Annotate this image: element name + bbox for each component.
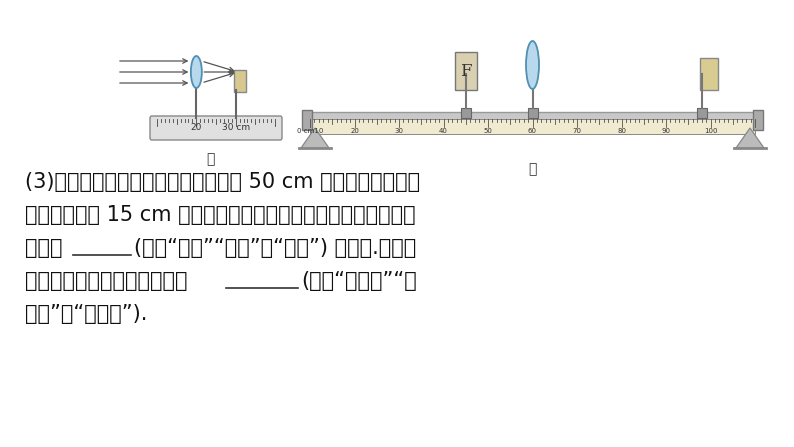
Text: 50: 50 <box>484 128 492 134</box>
Text: 80: 80 <box>617 128 626 134</box>
Bar <box>305 112 760 128</box>
Text: 60: 60 <box>528 128 537 134</box>
Text: (选填“照相机”“投: (选填“照相机”“投 <box>301 271 417 291</box>
Text: (选填“缩小”“等大”或“放大”) 的实像.利用这: (选填“缩小”“等大”或“放大”) 的实像.利用这 <box>134 238 416 258</box>
Text: 20: 20 <box>191 123 202 132</box>
Text: 30 cm: 30 cm <box>222 123 250 132</box>
Bar <box>310 119 755 134</box>
Text: 20: 20 <box>350 128 359 134</box>
Text: 40: 40 <box>439 128 448 134</box>
Text: 0 cm10: 0 cm10 <box>297 128 323 134</box>
Bar <box>461 108 471 118</box>
Ellipse shape <box>191 56 202 88</box>
Bar <box>753 110 763 130</box>
Text: 倒立、: 倒立、 <box>25 238 63 258</box>
Bar <box>455 52 476 90</box>
Text: F: F <box>460 63 472 80</box>
Text: 100: 100 <box>703 128 717 134</box>
Bar <box>700 58 718 90</box>
Bar <box>233 70 245 92</box>
Text: (3)如图乙所示，小滨将凸透镜固定在 50 cm 刺度线处，当发光: (3)如图乙所示，小滨将凸透镜固定在 50 cm 刺度线处，当发光 <box>25 172 420 192</box>
Text: 物体距凸透镜 15 cm 时，移动光屏，可在光屏上得到一个清晰的: 物体距凸透镜 15 cm 时，移动光屏，可在光屏上得到一个清晰的 <box>25 205 415 225</box>
Bar <box>696 108 707 118</box>
Polygon shape <box>301 128 329 148</box>
Ellipse shape <box>526 41 539 89</box>
Text: 70: 70 <box>572 128 581 134</box>
Text: 一成像规律制成的光学仪器是: 一成像规律制成的光学仪器是 <box>25 271 187 291</box>
Bar <box>527 108 538 118</box>
Text: 甲: 甲 <box>206 152 214 166</box>
FancyBboxPatch shape <box>150 116 282 140</box>
Text: 90: 90 <box>661 128 670 134</box>
Polygon shape <box>736 128 764 148</box>
Bar <box>302 110 312 130</box>
Text: 30: 30 <box>395 128 403 134</box>
Text: 乙: 乙 <box>528 162 537 176</box>
Text: 影仪”或“放大镜”).: 影仪”或“放大镜”). <box>25 304 148 324</box>
